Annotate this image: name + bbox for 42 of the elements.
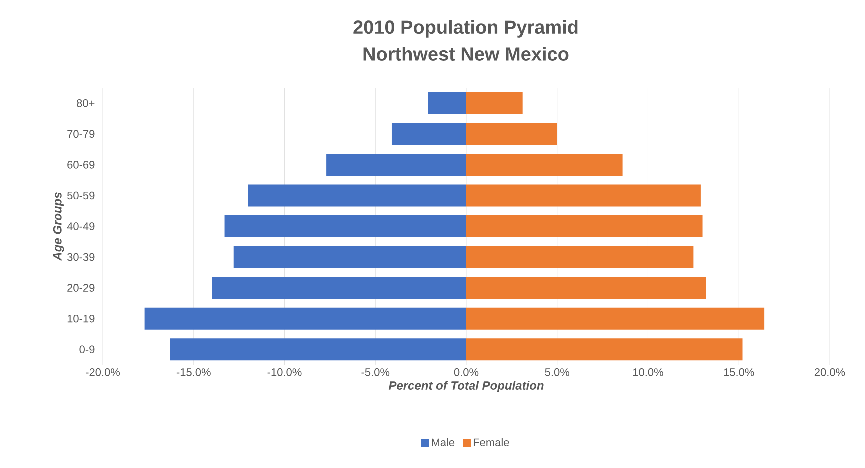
bar <box>466 154 623 176</box>
bar <box>170 338 467 361</box>
x-tick-label: 5.0% <box>545 368 570 376</box>
chart-subtitle: Northwest New Mexico <box>364 47 569 61</box>
bar <box>144 308 467 330</box>
bar <box>212 277 467 300</box>
x-axis-title: Percent of Total Population <box>388 381 544 392</box>
bar <box>326 154 467 176</box>
bar <box>466 92 523 114</box>
legend-label: Female <box>474 438 510 447</box>
y-tick-label: 30-39 <box>68 253 95 262</box>
chart-title: 2010 Population Pyramid <box>354 20 578 38</box>
x-tick-label: -5.0% <box>362 368 390 376</box>
bar <box>466 246 694 268</box>
bar <box>224 216 467 238</box>
y-tick-label: 0-9 <box>80 346 95 354</box>
x-tick-label: 15.0% <box>724 368 754 376</box>
bar <box>428 92 467 114</box>
y-tick-label: 10-19 <box>68 314 95 323</box>
bar <box>466 308 765 330</box>
bar <box>466 338 743 361</box>
y-tick-label: 50-59 <box>68 192 95 200</box>
bar <box>392 123 467 146</box>
bar <box>466 184 701 207</box>
y-tick-label: 20-29 <box>68 284 95 292</box>
y-tick-label: 40-49 <box>67 222 95 230</box>
bar <box>234 246 467 268</box>
y-tick-label: 70-79 <box>68 130 95 138</box>
y-tick-label: 80+ <box>77 100 95 108</box>
y-tick-label: 60-69 <box>68 161 95 169</box>
bar <box>466 216 703 238</box>
bar <box>248 184 467 207</box>
x-tick-label: 0.0% <box>454 368 479 376</box>
x-tick-label: -15.0% <box>176 368 211 376</box>
x-tick-label: -20.0% <box>86 368 120 376</box>
bar <box>466 123 558 146</box>
x-tick-label: 20.0% <box>814 368 846 376</box>
x-tick-label: -10.0% <box>268 368 302 376</box>
legend-label: Male <box>432 438 455 447</box>
bar <box>466 277 706 300</box>
y-axis-title: Age Groups <box>53 192 64 262</box>
x-tick-label: 10.0% <box>633 368 664 376</box>
